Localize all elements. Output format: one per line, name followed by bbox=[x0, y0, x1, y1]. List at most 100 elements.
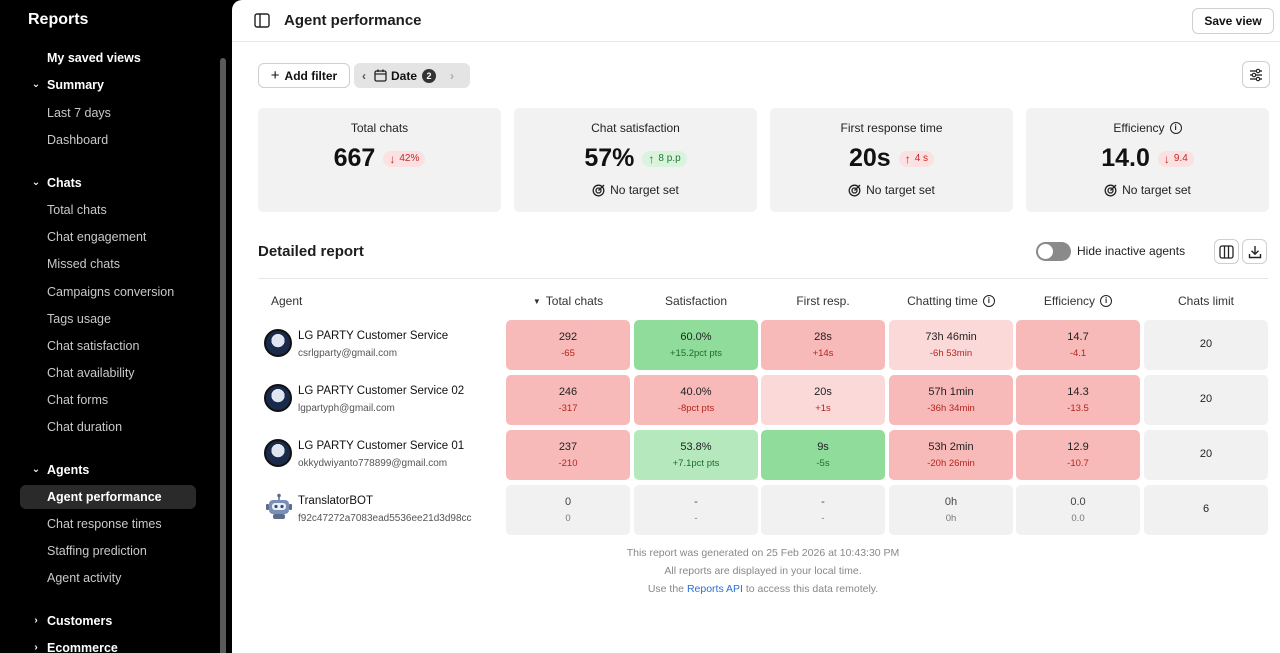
column-header-efficiency[interactable]: Efficiency i bbox=[1016, 294, 1140, 308]
target-icon bbox=[848, 184, 861, 196]
hide-inactive-toggle[interactable] bbox=[1036, 242, 1071, 261]
sidebar-item-chat-availability[interactable]: Chat availability bbox=[47, 366, 135, 380]
table-cell: -- bbox=[761, 485, 885, 535]
sidebar-item-agent-performance[interactable]: Agent performance bbox=[20, 485, 196, 509]
sidebar-item-chat-forms[interactable]: Chat forms bbox=[47, 393, 109, 407]
chevron-right-icon: › bbox=[34, 615, 38, 626]
robot-avatar bbox=[266, 493, 292, 519]
table-cell: 53.8% +7.1pct pts bbox=[634, 430, 758, 480]
party-logo-avatar bbox=[264, 439, 292, 467]
column-header-chats-limit[interactable]: Chats limit bbox=[1177, 294, 1234, 308]
sidebar-scrollbar[interactable] bbox=[220, 58, 226, 653]
sidebar-section-ecommerce[interactable]: › Ecommerce bbox=[20, 636, 196, 653]
table-cell: 20s +1s bbox=[761, 375, 885, 425]
column-header-chatting-time[interactable]: Chatting time i bbox=[889, 294, 1013, 308]
sidebar-item-total-chats[interactable]: Total chats bbox=[47, 203, 107, 217]
sidebar-item-chat-engagement[interactable]: Chat engagement bbox=[47, 230, 147, 244]
info-icon[interactable]: i bbox=[1169, 122, 1182, 134]
column-header-total-chats[interactable]: ▼ Total chats bbox=[532, 294, 604, 308]
sidebar-section-chats[interactable]: ⌄ Chats bbox=[20, 171, 196, 195]
column-header-agent[interactable]: Agent bbox=[271, 294, 303, 308]
arrow-down-icon: ↓ bbox=[389, 151, 396, 166]
kpi-label: Efficiency bbox=[1113, 121, 1165, 135]
sidebar-item-chat-response-times[interactable]: Chat response times bbox=[47, 517, 162, 531]
kpi-value: 57% bbox=[584, 144, 635, 172]
table-row-agent[interactable]: LG PARTY Customer Service csrlgparty@gma… bbox=[264, 320, 504, 370]
reports-api-link[interactable]: Reports API bbox=[686, 583, 743, 595]
agent-name: LG PARTY Customer Service 01 bbox=[298, 440, 465, 452]
table-cell: 14.7 -4.1 bbox=[1016, 320, 1140, 370]
kpi-card-chat-satisfaction: Chat satisfaction 57% ↑ 8 p.p No target s… bbox=[514, 108, 757, 212]
chevron-right-icon[interactable]: › bbox=[450, 68, 455, 83]
table-cell: 246 -317 bbox=[506, 375, 630, 425]
sidebar-item-missed-chats[interactable]: Missed chats bbox=[47, 257, 120, 271]
agent-name: LG PARTY Customer Service 02 bbox=[298, 385, 465, 397]
table-cell: 60.0% +15.2pct pts bbox=[634, 320, 758, 370]
kpi-target[interactable]: No target set bbox=[770, 183, 1013, 197]
add-filter-label: Add filter bbox=[284, 68, 338, 83]
settings-sliders-button[interactable] bbox=[1242, 61, 1270, 88]
api-note: Use the Reports API to access this data … bbox=[647, 583, 879, 595]
table-row-agent[interactable]: LG PARTY Customer Service 01 okkydwiyant… bbox=[264, 430, 504, 480]
sidebar-section-customers[interactable]: › Customers bbox=[20, 609, 196, 633]
kpi-label: First response time bbox=[840, 121, 943, 135]
sidebar-item-chat-duration[interactable]: Chat duration bbox=[47, 420, 123, 434]
download-icon bbox=[1248, 245, 1261, 258]
sidebar-item-tags-usage[interactable]: Tags usage bbox=[47, 312, 111, 326]
chevron-down-icon: ⌄ bbox=[31, 79, 41, 90]
hide-inactive-label: Hide inactive agents bbox=[1077, 244, 1186, 258]
agent-name: TranslatorBOT bbox=[298, 495, 373, 507]
sidebar-item-campaigns-conversion[interactable]: Campaigns conversion bbox=[47, 285, 175, 299]
table-cell-limit: 20 bbox=[1144, 430, 1268, 480]
date-filter-label: Date bbox=[391, 68, 418, 83]
date-filter-chip[interactable]: ‹ Date 2 › bbox=[354, 63, 470, 88]
sidebar-item-last-7-days[interactable]: Last 7 days bbox=[47, 106, 111, 120]
kpi-target[interactable]: No target set bbox=[514, 183, 757, 197]
top-bar: Agent performance Save view bbox=[232, 0, 1280, 42]
arrow-down-icon: ↓ bbox=[1163, 151, 1170, 166]
table-cell: 73h 46min -6h 53min bbox=[889, 320, 1013, 370]
kpi-target[interactable]: No target set bbox=[1026, 183, 1269, 197]
kpi-label: Chat satisfaction bbox=[591, 121, 680, 135]
add-filter-button[interactable]: + Add filter bbox=[258, 63, 350, 88]
party-logo-avatar bbox=[264, 384, 292, 412]
info-icon[interactable]: i bbox=[1100, 295, 1113, 307]
table-cell-limit: 6 bbox=[1144, 485, 1268, 535]
column-header-first-response[interactable]: First resp. bbox=[796, 294, 850, 308]
sidebar-item-staffing-prediction[interactable]: Staffing prediction bbox=[47, 544, 147, 558]
table-cell: 12.9 -10.7 bbox=[1016, 430, 1140, 480]
table-row-agent[interactable]: LG PARTY Customer Service 02 lgpartyph@g… bbox=[264, 375, 504, 425]
sidebar-item-chat-satisfaction[interactable]: Chat satisfaction bbox=[47, 339, 140, 353]
download-button[interactable] bbox=[1242, 239, 1267, 264]
kpi-card-first-response-time: First response time 20s ↑ 4 s No target s… bbox=[770, 108, 1013, 212]
arrow-up-icon: ↑ bbox=[648, 151, 655, 166]
main-content: Agent performance Save view + Add filter… bbox=[232, 0, 1280, 653]
columns-icon bbox=[1219, 244, 1234, 259]
table-cell: 9s -5s bbox=[761, 430, 885, 480]
page-title: Agent performance bbox=[284, 12, 422, 29]
sidebar-toggle-icon[interactable] bbox=[254, 13, 270, 28]
table-cell: -- bbox=[634, 485, 758, 535]
info-icon[interactable]: i bbox=[982, 295, 995, 307]
sidebar-section-summary[interactable]: ⌄ Summary bbox=[20, 73, 196, 97]
columns-button[interactable] bbox=[1214, 239, 1239, 264]
agent-email: f92c47272a7083ead5536ee21d3d98cc bbox=[298, 513, 472, 524]
agent-email: lgpartyph@gmail.com bbox=[298, 403, 395, 414]
sidebar-item-agent-activity[interactable]: Agent activity bbox=[47, 571, 122, 585]
kpi-value: 20s bbox=[848, 144, 891, 172]
table-cell-limit: 20 bbox=[1144, 375, 1268, 425]
sidebar-section-agents[interactable]: ⌄ Agents bbox=[20, 458, 196, 482]
table-row-agent[interactable]: TranslatorBOT f92c47272a7083ead5536ee21d… bbox=[264, 485, 504, 535]
chevron-left-icon[interactable]: ‹ bbox=[362, 68, 366, 83]
target-icon bbox=[1104, 184, 1117, 196]
table-cell: 53h 2min -20h 26min bbox=[889, 430, 1013, 480]
column-header-satisfaction[interactable]: Satisfaction bbox=[664, 294, 728, 308]
kpi-card-efficiency: Efficiency i 14.0 ↓ 9.4 No target set bbox=[1026, 108, 1269, 212]
sidebar-item-dashboard[interactable]: Dashboard bbox=[47, 133, 109, 147]
sidebar-item-saved-views[interactable]: My saved views bbox=[47, 51, 141, 65]
table-cell: 28s +14s bbox=[761, 320, 885, 370]
table-cell: 0h 0h bbox=[889, 485, 1013, 535]
table-cell: 57h 1min -36h 34min bbox=[889, 375, 1013, 425]
save-view-button[interactable]: Save view bbox=[1192, 8, 1274, 34]
chevron-down-icon: ⌄ bbox=[31, 464, 41, 475]
